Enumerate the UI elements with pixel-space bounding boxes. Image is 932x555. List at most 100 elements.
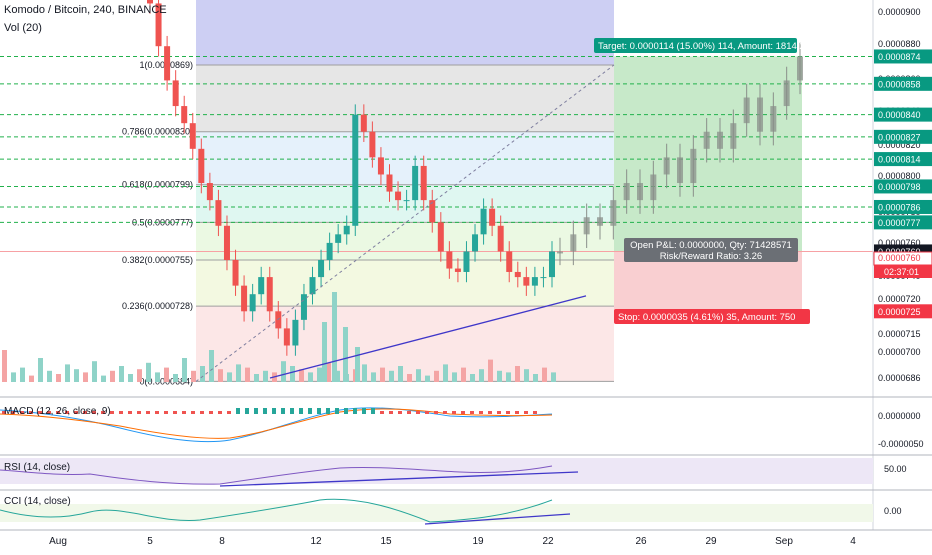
volume-bar-19 — [173, 374, 178, 382]
current-price-small: 0.0000760 — [878, 253, 921, 263]
candle-body-12 — [249, 294, 256, 312]
volume-bar-8 — [74, 369, 79, 382]
fib-label-4: 0.382(0.0000755) — [122, 255, 193, 265]
volume-bar-41 — [371, 372, 376, 382]
volume-bar-35 — [317, 367, 322, 382]
volume-spike-3 — [322, 322, 327, 382]
volume-spike-2 — [355, 347, 360, 382]
green-price-tag-1-bg — [874, 76, 932, 91]
macd-hist-33 — [299, 408, 303, 414]
volume-bar-15 — [137, 369, 142, 382]
volume-bar-47 — [425, 375, 430, 382]
macd-hist-59 — [533, 411, 537, 414]
time-tick-0: Aug — [49, 536, 67, 547]
macd-hist-30 — [272, 408, 276, 414]
time-tick-10: 4 — [850, 536, 856, 547]
volume-bar-0 — [2, 350, 7, 382]
volume-bar-36 — [326, 362, 331, 382]
macd-hist-42 — [380, 411, 384, 414]
candle-body-3 — [172, 80, 179, 107]
volume-bar-5 — [47, 370, 52, 382]
macd-hist-44 — [398, 411, 402, 414]
cci-tick-0: 0.00 — [884, 506, 902, 516]
green-price-tag-3-bg — [874, 129, 932, 144]
volume-bar-4 — [38, 358, 43, 382]
candle-body-15 — [275, 311, 282, 329]
volume-bar-57 — [515, 366, 520, 382]
fib-top-band — [196, 0, 614, 66]
macd-hist-23 — [209, 411, 213, 414]
volume-bar-11 — [101, 375, 106, 382]
chart-title: Komodo / Bitcoin, 240, BINANCE — [4, 4, 167, 16]
candle-body-16 — [283, 328, 290, 346]
macd-hist-11 — [101, 411, 105, 414]
candle-body-37 — [463, 251, 470, 272]
macd-hist-22 — [200, 411, 204, 414]
candle-body-5 — [189, 123, 196, 149]
green-price-tag-5: 0.0000798 — [878, 182, 921, 192]
volume-bar-6 — [56, 374, 61, 382]
candle-body-47 — [549, 251, 555, 278]
projection-body-13 — [730, 123, 737, 149]
macd-hist-34 — [308, 408, 312, 414]
price-tick-10: 0.0000715 — [878, 329, 921, 339]
candle-body-2 — [164, 46, 171, 81]
volume-label: Vol (20) — [4, 22, 42, 34]
macd-hist-28 — [254, 408, 258, 414]
volume-bar-13 — [119, 366, 124, 382]
macd-hist-2 — [20, 411, 24, 414]
macd-hist-48 — [434, 411, 438, 414]
candle-body-21 — [326, 242, 333, 260]
volume-bar-12 — [110, 370, 115, 382]
countdown-bg — [874, 265, 932, 278]
price-tick-5: 0.0000800 — [878, 171, 921, 181]
candle-body-18 — [300, 294, 307, 320]
stop-price-tag-bg — [874, 304, 932, 319]
macd-signal-line — [0, 408, 553, 439]
rsi-trendline — [219, 471, 579, 487]
macd-tick-1: -0.0000050 — [878, 439, 924, 449]
volume-bar-37 — [335, 370, 340, 382]
volume-bar-50 — [452, 372, 457, 382]
macd-hist-50 — [452, 411, 456, 414]
candle-body-4 — [181, 106, 188, 124]
rsi-tick-0: 50.00 — [884, 464, 907, 474]
time-tick-6: 22 — [542, 536, 554, 547]
volume-bar-45 — [407, 374, 412, 382]
macd-hist-15 — [137, 411, 141, 414]
macd-hist-56 — [506, 411, 510, 414]
candle-body-28 — [386, 174, 393, 192]
green-price-tag-2-bg — [874, 107, 932, 122]
fib-band-2 — [196, 184, 614, 223]
macd-hist-5 — [47, 411, 51, 414]
candle-body-25 — [360, 114, 367, 132]
volume-bar-46 — [416, 369, 421, 382]
projection-body-12 — [717, 131, 723, 149]
pnl-box — [624, 238, 798, 262]
projection-body-9 — [677, 157, 683, 184]
candle-body-9 — [223, 225, 230, 260]
price-tick-11: 0.0000700 — [878, 347, 921, 357]
macd-hist-21 — [191, 411, 195, 414]
stop-price-tag: 0.0000725 — [878, 307, 921, 317]
volume-bar-51 — [461, 367, 466, 382]
macd-hist-37 — [335, 408, 339, 414]
target-label-bg — [594, 38, 797, 53]
macd-hist-36 — [326, 408, 330, 414]
green-price-tag-4: 0.0000814 — [878, 155, 921, 165]
volume-bar-29 — [263, 370, 268, 382]
macd-hist-25 — [227, 411, 231, 414]
green-price-tag-7: 0.0000777 — [878, 218, 921, 228]
candle-body-1 — [155, 3, 162, 47]
volume-bar-24 — [218, 369, 223, 382]
macd-hist-35 — [317, 408, 321, 414]
rsi-line — [0, 465, 553, 485]
fib-band-3 — [196, 222, 614, 260]
volume-bar-10 — [92, 361, 97, 382]
volume-bar-2 — [20, 367, 25, 382]
projection-body-11 — [703, 131, 710, 149]
candle-body-36 — [454, 268, 461, 272]
support-trendline — [269, 295, 587, 379]
